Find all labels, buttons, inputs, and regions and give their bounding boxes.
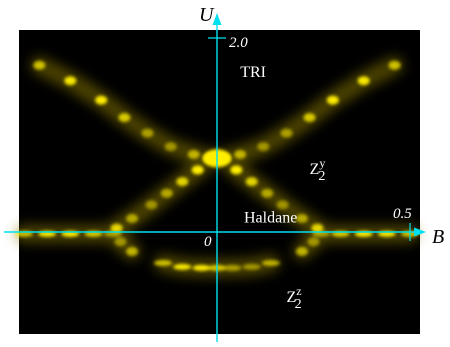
ridge-4-point-0 [154, 260, 172, 266]
ridge-1-point-0 [388, 60, 401, 70]
ridge-0-point-3 [118, 113, 131, 122]
ridge-4-point-2 [192, 264, 211, 271]
ridge-0-point-4 [141, 128, 154, 138]
ridge-1 [218, 60, 401, 233]
region-label-haldane: Haldane [244, 209, 297, 226]
x-tick-label-max: 0.5 [393, 206, 412, 222]
axis-labels: U B 2.0 0.5 0 [199, 4, 444, 250]
region-label-z2y: Zy 2 [310, 156, 326, 184]
ridge-0-point-10 [160, 188, 173, 198]
ridge-0-point-1 [64, 76, 77, 86]
ridge-4-point-1 [173, 263, 192, 270]
region-labels: TRI Zy 2 Haldane Zz 2 [240, 64, 325, 312]
ridge-1-point-9 [245, 177, 258, 187]
ridge-1-point-1 [357, 76, 370, 86]
ridge-0 [33, 60, 216, 233]
ridge-1-point-4 [280, 128, 293, 138]
axes [4, 13, 426, 342]
ridge-0-point-6 [187, 149, 200, 159]
ridge-1-point-10 [261, 188, 274, 198]
ridge-0-point-13 [110, 223, 123, 233]
y-axis-label: U [199, 4, 215, 26]
ridge-0-point-0 [33, 60, 46, 70]
ridge-4-point-6 [262, 260, 280, 266]
region-label-tri: TRI [240, 64, 266, 81]
ridge-1-point-6 [234, 149, 247, 159]
y-tick-label-max: 2.0 [229, 35, 248, 51]
ridge-1-point-13 [311, 223, 324, 233]
ridge-0-point-8 [191, 165, 204, 175]
x-axis-label: B [432, 226, 444, 248]
ridge-3-point-6 [295, 246, 308, 256]
ridge-1-point-3 [303, 113, 316, 122]
ridge-1-point-5 [257, 142, 270, 152]
ridge-0-point-12 [126, 213, 139, 223]
x-tick-label-zero: 0 [204, 234, 212, 250]
ridge-1-point-8 [230, 165, 243, 175]
y-axis-arrowhead [212, 13, 222, 25]
ridge-0-point-11 [145, 200, 158, 210]
ridge-4-point-4 [223, 264, 242, 271]
ridge-3-point-5 [307, 237, 320, 247]
ridge-2-point-5 [114, 237, 127, 247]
ridge-0-point-9 [176, 177, 189, 187]
ridge-2-point-6 [126, 246, 139, 256]
x-axis-arrowhead [414, 227, 426, 237]
ridge-0-point-2 [95, 95, 108, 105]
ridge-0-point-5 [164, 142, 177, 152]
ridge-1-point-11 [276, 200, 289, 210]
ridge-1-point-2 [326, 95, 339, 105]
region-label-z2z: Zz 2 [287, 284, 302, 312]
ridge-1-point-12 [295, 213, 308, 223]
ridge-4-point-5 [242, 263, 261, 270]
